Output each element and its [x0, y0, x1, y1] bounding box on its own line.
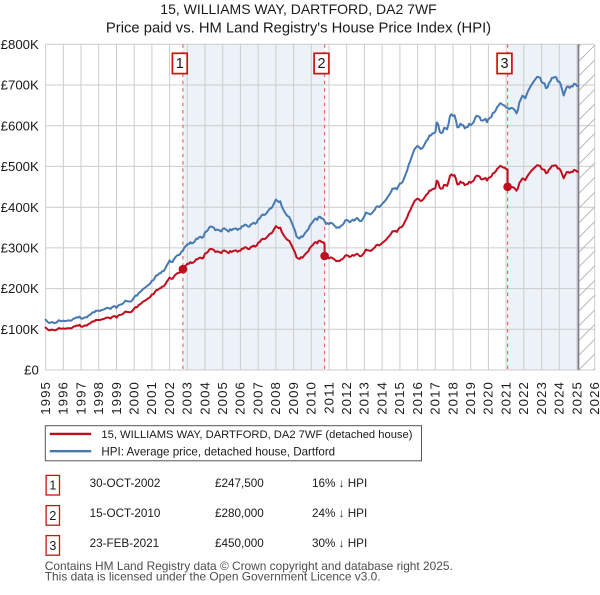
svg-text:£247,500: £247,500: [215, 477, 264, 490]
svg-text:2017: 2017: [428, 381, 443, 415]
svg-text:24% ↓ HPI: 24% ↓ HPI: [312, 507, 367, 520]
svg-text:2014: 2014: [374, 381, 389, 415]
svg-text:1996: 1996: [56, 381, 71, 415]
svg-text:1999: 1999: [109, 381, 124, 415]
svg-text:2008: 2008: [268, 381, 283, 415]
svg-text:3: 3: [49, 539, 56, 553]
svg-text:2024: 2024: [552, 381, 567, 415]
svg-text:2016: 2016: [410, 381, 425, 415]
svg-text:2025: 2025: [569, 381, 584, 415]
svg-text:15-OCT-2010: 15-OCT-2010: [90, 507, 161, 520]
svg-text:£100K: £100K: [1, 322, 39, 337]
svg-text:2010: 2010: [304, 381, 319, 415]
svg-text:2007: 2007: [251, 381, 266, 415]
svg-text:£600K: £600K: [1, 118, 39, 133]
svg-text:2000: 2000: [127, 381, 142, 415]
svg-text:2018: 2018: [445, 381, 460, 415]
svg-text:30% ↓ HPI: 30% ↓ HPI: [312, 537, 367, 550]
svg-text:2012: 2012: [339, 381, 354, 415]
svg-text:2013: 2013: [357, 381, 372, 415]
svg-text:Contains HM Land Registry data: Contains HM Land Registry data © Crown c…: [45, 559, 453, 573]
svg-text:HPI: Average price, detached h: HPI: Average price, detached house, Dart…: [101, 445, 335, 458]
svg-text:2011: 2011: [321, 381, 336, 414]
svg-text:15, WILLIAMS WAY, DARTFORD, DA: 15, WILLIAMS WAY, DARTFORD, DA2 7WF: [160, 1, 436, 17]
svg-text:£400K: £400K: [1, 200, 39, 215]
svg-text:1: 1: [49, 479, 56, 493]
svg-text:3: 3: [500, 56, 508, 72]
svg-text:1: 1: [176, 56, 184, 72]
svg-text:23-FEB-2021: 23-FEB-2021: [90, 537, 160, 550]
svg-text:£800K: £800K: [1, 37, 39, 52]
svg-text:2005: 2005: [215, 381, 230, 415]
svg-text:£280,000: £280,000: [215, 507, 264, 520]
svg-text:£200K: £200K: [1, 281, 39, 296]
svg-text:2023: 2023: [534, 381, 549, 415]
svg-text:16% ↓ HPI: 16% ↓ HPI: [312, 477, 367, 490]
svg-text:2009: 2009: [286, 381, 301, 415]
svg-text:2006: 2006: [233, 381, 248, 415]
svg-text:£500K: £500K: [1, 159, 39, 174]
svg-text:Price paid vs. HM Land Registr: Price paid vs. HM Land Registry's House …: [106, 20, 491, 36]
svg-text:15, WILLIAMS WAY, DARTFORD, DA: 15, WILLIAMS WAY, DARTFORD, DA2 7WF (det…: [101, 429, 412, 441]
svg-text:2019: 2019: [463, 381, 478, 415]
svg-text:2022: 2022: [516, 381, 531, 415]
svg-text:£0: £0: [24, 363, 39, 378]
svg-text:£300K: £300K: [1, 241, 39, 256]
svg-text:2: 2: [317, 56, 325, 72]
svg-text:2003: 2003: [180, 381, 195, 415]
svg-text:2: 2: [49, 509, 56, 523]
svg-text:2015: 2015: [392, 381, 407, 415]
svg-text:1995: 1995: [38, 381, 53, 415]
svg-text:£700K: £700K: [1, 78, 39, 93]
svg-text:£450,000: £450,000: [215, 537, 264, 550]
svg-text:1997: 1997: [73, 381, 88, 415]
svg-text:2021: 2021: [498, 381, 513, 415]
svg-text:2004: 2004: [197, 381, 212, 415]
svg-text:2002: 2002: [162, 381, 177, 415]
svg-text:2026: 2026: [587, 381, 600, 415]
svg-text:1998: 1998: [91, 381, 106, 415]
svg-text:30-OCT-2002: 30-OCT-2002: [90, 477, 161, 490]
svg-text:2001: 2001: [144, 381, 159, 415]
svg-text:2020: 2020: [481, 381, 496, 415]
svg-text:This data is licensed under th: This data is licensed under the Open Gov…: [45, 569, 381, 583]
